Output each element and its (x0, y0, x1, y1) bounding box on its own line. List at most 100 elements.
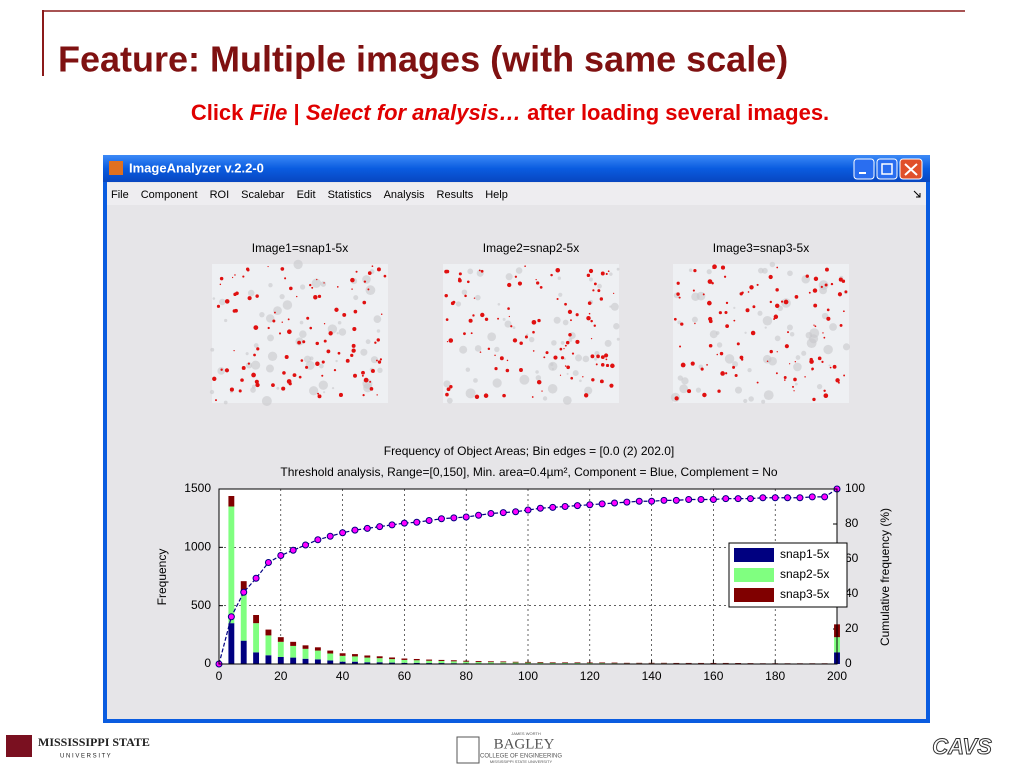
particle (323, 339, 327, 343)
texture (443, 380, 451, 388)
particle (446, 387, 451, 392)
particle (231, 276, 234, 279)
particle (367, 271, 372, 275)
particle (212, 376, 217, 381)
bar (475, 662, 482, 664)
particle (745, 308, 750, 313)
particle (336, 286, 339, 288)
particle (352, 327, 357, 332)
particle (570, 376, 574, 380)
menu-item[interactable]: Scalebar (241, 189, 285, 201)
bar (463, 661, 470, 664)
particle (559, 347, 563, 351)
texture (828, 364, 831, 367)
texture (806, 338, 817, 349)
texture (467, 268, 474, 275)
menu-item[interactable]: ROI (210, 189, 230, 201)
bar (426, 660, 433, 664)
texture (267, 334, 274, 342)
bar (599, 663, 606, 664)
particle (842, 310, 845, 313)
texture (338, 328, 347, 336)
particle (370, 368, 375, 373)
texture (691, 316, 698, 323)
particle (497, 317, 500, 320)
particle (512, 338, 518, 343)
particle (367, 288, 370, 291)
texture (308, 386, 319, 396)
menu-item[interactable]: Component (141, 189, 198, 201)
texture (461, 289, 468, 295)
cumulative-marker (512, 508, 520, 516)
particle (605, 358, 608, 361)
cumulative-marker (524, 506, 532, 514)
menu-item[interactable]: Analysis (384, 189, 425, 201)
texture (360, 348, 368, 356)
particle (306, 316, 310, 320)
cumulative-marker (413, 518, 421, 526)
particle (273, 311, 276, 314)
texture (376, 329, 381, 333)
minimize-button[interactable] (853, 158, 875, 180)
particle (458, 277, 461, 281)
menu-item[interactable]: Results (437, 189, 474, 201)
particle (586, 315, 591, 321)
texture (267, 351, 278, 362)
cumulative-marker (475, 511, 483, 519)
particle (313, 295, 318, 300)
bar (290, 657, 297, 664)
particle (363, 377, 369, 383)
particle (706, 364, 708, 366)
bar (537, 662, 544, 663)
particle (733, 319, 736, 322)
subtitle-part: after loading several images. (521, 100, 829, 125)
cumulative-line (218, 488, 838, 665)
particle (813, 303, 818, 308)
particle (583, 393, 589, 398)
y-axis-label: Frequency (155, 549, 169, 606)
particle (361, 370, 365, 375)
texture (465, 367, 471, 372)
menu-arrow (913, 190, 921, 198)
bar (438, 659, 445, 661)
y2-axis-label: Cumulative frequency (%) (878, 508, 892, 646)
texture (528, 336, 535, 343)
texture (336, 332, 339, 335)
particle (452, 300, 456, 304)
particle (545, 351, 549, 355)
bar (537, 662, 544, 664)
particle (355, 270, 358, 273)
particle (811, 369, 813, 371)
menu-item[interactable]: File (111, 189, 129, 201)
texture (250, 387, 256, 393)
bar (302, 645, 309, 649)
bar (314, 647, 321, 651)
particle (281, 321, 283, 323)
particle (694, 322, 696, 325)
app-icon (109, 161, 123, 175)
bar (401, 662, 408, 664)
particle (351, 343, 356, 348)
bar (339, 655, 346, 662)
particle (543, 356, 546, 359)
menu-bar (107, 183, 926, 205)
maximize-button[interactable] (876, 158, 898, 180)
particle (720, 371, 725, 376)
bar (413, 658, 420, 661)
texture (247, 289, 255, 297)
particle (680, 362, 686, 368)
particle (539, 286, 543, 289)
menu-item[interactable]: Statistics (328, 189, 373, 201)
menu-item[interactable]: Edit (297, 189, 316, 201)
legend-label: snap1-5x (780, 547, 829, 561)
cumulative-marker (746, 495, 754, 503)
particle (592, 289, 595, 292)
particle (350, 353, 354, 357)
particle (673, 317, 677, 321)
particle (376, 267, 381, 272)
texture (594, 357, 598, 361)
subtitle-part: Click (191, 100, 250, 125)
menu-item[interactable]: Help (485, 189, 508, 201)
particle (342, 312, 347, 317)
bar (376, 658, 383, 663)
